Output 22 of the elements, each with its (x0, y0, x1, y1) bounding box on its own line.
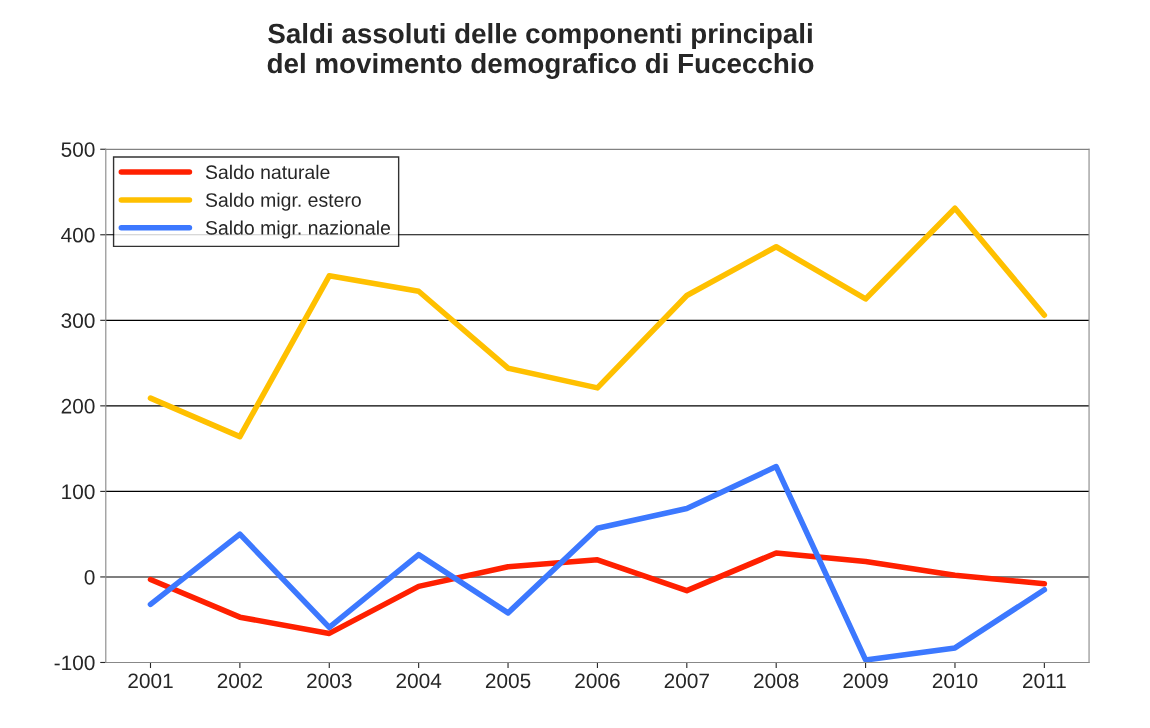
x-tick-label: 2006 (575, 673, 620, 689)
y-tick-label: 0 (84, 569, 95, 585)
legend-label: Saldo migr. estero (205, 192, 361, 211)
x-tick-label: 2004 (396, 673, 442, 689)
y-tick-label: 100 (62, 484, 95, 500)
y-tick-label: 200 (61, 398, 95, 414)
y-tick-label: -100 (54, 655, 95, 671)
x-tick-label: 2008 (754, 673, 799, 689)
x-tick-label: 2010 (932, 673, 978, 689)
x-tick-label: 2005 (485, 673, 531, 689)
x-tick-label: 2002 (217, 673, 263, 689)
x-tick-label: 2003 (307, 673, 352, 689)
legend-label: Saldo migr. nazionale (205, 220, 391, 239)
legend-label: Saldo naturale (205, 164, 330, 180)
chart-title: Saldi assoluti delle componenti principali del movimento demografico di Fucecchio (267, 22, 814, 79)
x-tick-label: 2011 (1023, 673, 1066, 689)
y-tick-label: 400 (61, 227, 95, 243)
y-tick-label: 300 (61, 313, 95, 329)
x-tick-label: 2007 (664, 673, 709, 689)
x-tick-label: 2009 (843, 673, 888, 689)
y-tick-label: 500 (61, 142, 95, 157)
x-tick-label: 2001 (128, 673, 173, 689)
